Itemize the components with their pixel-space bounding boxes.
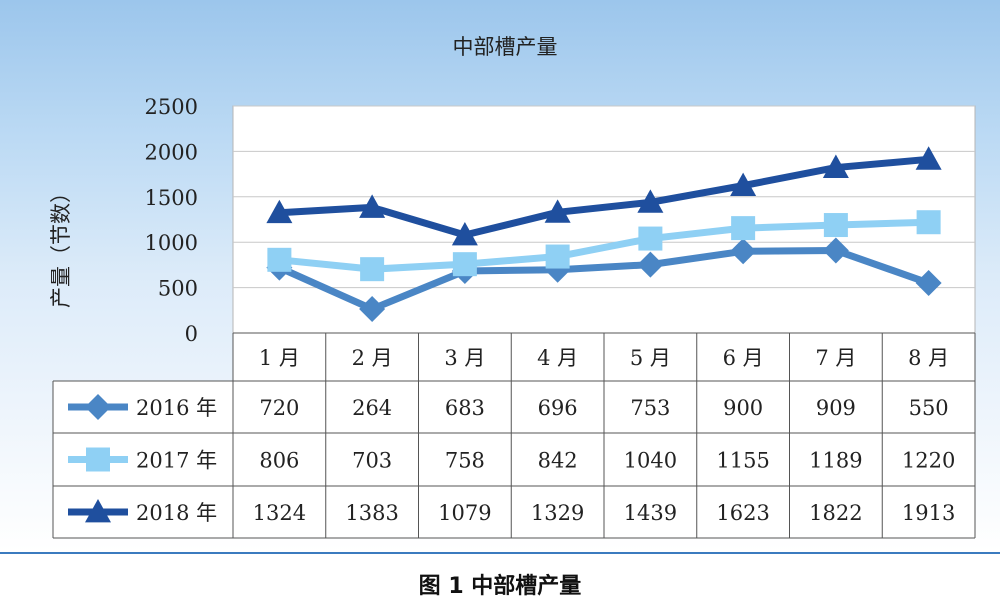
series-3-point [451,222,478,246]
series-2-point [360,257,385,282]
series-3-point [266,199,293,224]
x-category-label: 7 月 [815,346,856,370]
series-1-legend-label: 2016 年 [136,396,217,420]
series-1-data-label: 900 [723,396,763,420]
series-1-data-label: 683 [445,396,485,420]
series-3-data-label: 1913 [902,501,955,525]
series-1-point [637,251,664,278]
x-category-label: 8 月 [908,346,949,370]
series-2-point [545,244,570,269]
series-1-data-label: 753 [630,396,670,420]
series-3-point [730,172,757,197]
series-2-data-label: 758 [445,449,485,473]
series-1-point [915,270,942,297]
figure-caption: 图 1 中部槽产量 [418,574,582,599]
x-category-label: 2 月 [352,346,393,370]
line-chart: 中部槽产量 0 500 1000 1500 2000 2500 产量（节数） 1 月 2 月 3 月… [49,35,976,539]
series-3-legend-marker [85,499,111,523]
series-3-data-label: 1623 [716,501,769,525]
x-category-label: 4 月 [537,346,578,370]
series-1-data-label: 264 [352,396,392,420]
series-2-legend-label: 2017 年 [136,449,217,473]
series-2-data-label: 842 [538,449,578,473]
series-3-data-label: 1383 [345,501,398,525]
series-2-data-label: 806 [259,449,299,473]
series-3-point [915,146,942,170]
series-2-point [731,216,756,241]
series-2-point [452,252,477,277]
y-tick-label: 1000 [145,231,198,255]
series-3-point [822,154,849,178]
series-2-data-label: 1155 [716,449,769,473]
series-1-point [822,237,849,264]
series-1-point [359,296,386,323]
y-tick-label: 1500 [145,186,198,210]
series-3-line [279,155,929,239]
bottom-rule [0,552,1000,554]
series-3-point [359,194,386,218]
x-category-label: 3 月 [444,346,485,370]
series-1-legend-marker [85,394,111,420]
series-1-data-label: 909 [816,396,856,420]
series-1-data-label: 720 [259,396,299,420]
series-2-point [638,226,663,251]
series-1-line [277,246,930,313]
series-2-point [267,247,292,272]
series-2-data-label: 1189 [809,449,862,473]
data-table-bg [53,381,975,538]
series-2-legend-marker [86,447,110,472]
series-3-data-label: 1079 [438,501,491,525]
chart-panel: 中部槽产量 0 500 1000 1500 2000 2500 产量（节数） 1 月 2 月 3 月… [0,0,1000,552]
series-1-data-label: 696 [538,396,578,420]
y-tick-label: 0 [185,322,198,346]
series-1-data-label: 550 [909,396,949,420]
y-tick-label: 2000 [145,140,198,164]
series-3-data-label: 1822 [809,501,862,525]
series-3-data-label: 1324 [253,501,306,525]
plot-area [232,105,976,334]
series-2-point [823,213,848,238]
chart-title: 中部槽产量 [453,35,558,59]
x-category-label: 6 月 [723,346,764,370]
series-2-data-label: 1040 [624,449,677,473]
series-1-point [730,238,757,265]
series-2-point [916,210,941,235]
series-2-line [279,218,929,273]
y-tick-label: 500 [158,277,198,301]
series-2-data-label: 703 [352,449,392,473]
y-axis-label: 产量（节数） [49,182,73,308]
y-tick-label: 2500 [145,95,198,119]
series-3-point [544,199,571,223]
series-3-point [637,189,664,213]
series-3-data-label: 1329 [531,501,584,525]
series-3-data-label: 1439 [624,501,677,525]
series-3-legend-label: 2018 年 [136,501,217,525]
x-category-label: 1 月 [259,346,300,370]
x-category-label: 5 月 [630,346,671,370]
series-2-data-label: 1220 [902,449,955,473]
